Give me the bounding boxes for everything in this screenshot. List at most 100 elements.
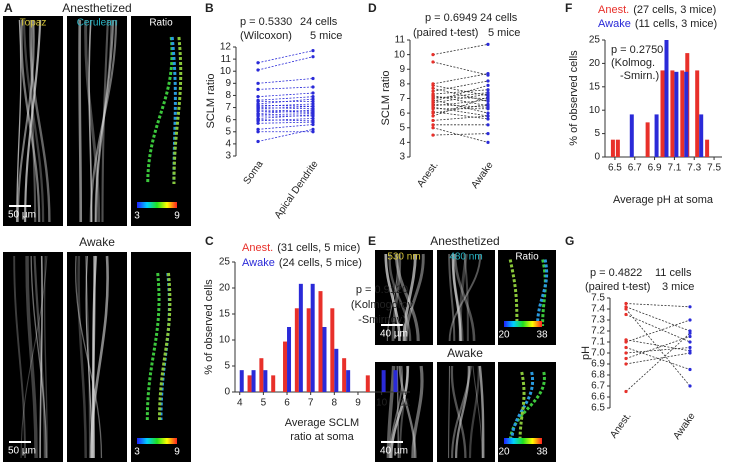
- neurite: [24, 19, 42, 223]
- x-tick-label: 5: [261, 398, 267, 409]
- pair-line: [625, 319, 691, 343]
- point: [624, 307, 628, 311]
- point: [311, 97, 315, 101]
- ratio-signal: [158, 272, 172, 421]
- pair-line: [625, 332, 691, 392]
- channel-label: Ratio: [515, 252, 539, 263]
- bar: [271, 375, 276, 392]
- point: [688, 351, 692, 355]
- ratio-signal: [518, 371, 526, 443]
- bar: [381, 370, 386, 392]
- bar: [365, 375, 370, 392]
- neurite: [22, 19, 45, 223]
- pair-line: [257, 103, 314, 107]
- point: [311, 76, 315, 81]
- pair-line: [257, 78, 314, 84]
- neurite: [448, 253, 482, 342]
- point: [311, 99, 315, 104]
- pair-line: [432, 87, 489, 102]
- pair-line: [432, 73, 489, 85]
- pair-line: [625, 339, 691, 352]
- point: [486, 114, 490, 118]
- pair-line: [432, 106, 489, 117]
- colorbar-tick-label: 20: [498, 447, 510, 458]
- ratio-signal: [172, 36, 183, 185]
- pair-line: [432, 99, 489, 107]
- point: [624, 305, 628, 309]
- annotation: p = 0.9120: [356, 284, 408, 296]
- bar: [310, 283, 315, 392]
- y-tick-label: 7: [399, 93, 405, 104]
- colorbar-tick-label: 9: [174, 447, 180, 458]
- pair-line: [432, 133, 489, 136]
- legend-entry: Anest. (27 cells, 3 mice): [598, 4, 716, 16]
- bar: [251, 370, 256, 392]
- neurite: [39, 255, 43, 459]
- point: [431, 86, 435, 90]
- colorbar: [137, 202, 177, 208]
- y-axis-title: SCLM ratio: [205, 73, 217, 128]
- x-tick-label: Apical Dendrite: [273, 159, 321, 221]
- bar: [346, 370, 351, 392]
- bar: [610, 139, 615, 157]
- colorbar-tick-label: 20: [498, 330, 510, 341]
- legend-name: Anest.: [598, 4, 629, 16]
- y-tick-label: 6: [225, 114, 231, 125]
- annotation: 5 mice: [488, 27, 520, 39]
- neurite: [94, 19, 113, 223]
- channel-label: Ratio: [149, 18, 173, 29]
- pair-line: [432, 115, 489, 121]
- y-axis-title: SCLM ratio: [380, 70, 392, 125]
- point: [486, 83, 490, 87]
- neurite: [30, 255, 48, 459]
- point: [311, 108, 315, 112]
- bar: [247, 375, 252, 392]
- bar: [645, 122, 650, 157]
- y-tick-label: 7.1: [591, 337, 605, 348]
- y-tick-label: 4: [399, 137, 405, 148]
- y-tick-label: 15: [219, 309, 231, 320]
- point: [486, 98, 490, 102]
- colorbar: [504, 438, 542, 444]
- micrograph: [498, 362, 556, 462]
- point: [486, 92, 490, 96]
- pair-line: [257, 50, 314, 64]
- y-tick-label: 10: [220, 66, 232, 77]
- pair-line: [257, 118, 314, 122]
- point: [311, 102, 315, 106]
- point: [486, 79, 490, 83]
- y-tick-label: 11: [221, 54, 232, 65]
- panel-letter: C: [205, 234, 214, 248]
- legend-name: Awake: [598, 18, 631, 30]
- bar: [287, 327, 292, 392]
- neurite: [88, 19, 93, 223]
- channel-label: 530 nm: [387, 252, 420, 263]
- pair-line: [257, 128, 314, 142]
- micrograph: [437, 250, 495, 345]
- pair-line: [625, 336, 691, 359]
- y-tick-label: 5: [594, 128, 600, 139]
- y-tick-label: 3: [225, 151, 231, 162]
- neurite: [78, 19, 83, 223]
- neurite: [454, 365, 470, 459]
- neurite: [452, 253, 464, 342]
- pair-line: [432, 111, 489, 120]
- neurite: [75, 255, 103, 459]
- ratio-signal: [145, 272, 161, 421]
- bar: [674, 71, 679, 157]
- point: [311, 130, 315, 134]
- legend-entry: Awake (24 cells, 5 mice): [242, 257, 362, 269]
- point: [486, 42, 490, 46]
- bar: [654, 114, 659, 157]
- micrograph: [131, 252, 191, 462]
- pair-line: [432, 80, 489, 92]
- neurite: [398, 365, 417, 459]
- neurite: [43, 255, 48, 459]
- y-tick-label: 20: [219, 283, 231, 294]
- x-tick-label: 9: [355, 398, 361, 409]
- x-tick-label: 10: [376, 398, 388, 409]
- legend-note: (31 cells, 5 mice): [277, 242, 360, 254]
- point: [486, 123, 490, 127]
- y-tick-label: 11: [395, 35, 406, 46]
